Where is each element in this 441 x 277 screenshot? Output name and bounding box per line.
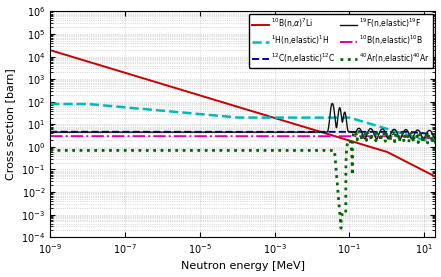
$^{1}$H(n,elastic)$^{1}$H — [364, 121, 370, 124]
Line: $^{19}$F(n,elastic)$^{19}$F: $^{19}$F(n,elastic)$^{19}$F — [50, 103, 435, 139]
$^{40}$Ar(n,elastic)$^{40}$Ar — [352, 130, 357, 133]
$^{40}$Ar(n,elastic)$^{40}$Ar — [335, 186, 340, 189]
$^{19}$F(n,elastic)$^{19}$F — [195, 130, 200, 134]
$^{10}$B(n,$\alpha$)$^{7}$Li — [298, 124, 303, 127]
$^{12}$C(n,elastic)$^{12}$C — [48, 130, 53, 134]
$^{1}$H(n,elastic)$^{1}$H — [335, 116, 340, 119]
$^{40}$Ar(n,elastic)$^{40}$Ar — [338, 227, 344, 230]
$^{40}$Ar(n,elastic)$^{40}$Ar — [279, 149, 284, 152]
$^{19}$F(n,elastic)$^{19}$F — [335, 117, 340, 120]
$^{12}$C(n,elastic)$^{12}$C — [298, 130, 303, 134]
$^{10}$B(n,elastic)$^{10}$B — [364, 135, 370, 138]
$^{19}$F(n,elastic)$^{19}$F — [48, 130, 53, 134]
$^{12}$C(n,elastic)$^{12}$C — [364, 130, 370, 134]
$^{19}$F(n,elastic)$^{19}$F — [279, 130, 284, 134]
$^{10}$B(n,elastic)$^{10}$B — [433, 137, 438, 140]
Y-axis label: Cross section [barn]: Cross section [barn] — [6, 68, 15, 180]
$^{10}$B(n,elastic)$^{10}$B — [335, 135, 340, 138]
$^{10}$B(n,$\alpha$)$^{7}$Li — [48, 48, 53, 52]
$^{19}$F(n,elastic)$^{19}$F — [364, 132, 370, 136]
$^{1}$H(n,elastic)$^{1}$H — [433, 138, 438, 142]
$^{12}$C(n,elastic)$^{12}$C — [433, 133, 438, 136]
$^{40}$Ar(n,elastic)$^{40}$Ar — [433, 149, 438, 152]
$^{10}$B(n,elastic)$^{10}$B — [117, 135, 123, 138]
Line: $^{10}$B(n,$\alpha$)$^{7}$Li: $^{10}$B(n,$\alpha$)$^{7}$Li — [50, 50, 435, 177]
$^{10}$B(n,$\alpha$)$^{7}$Li — [335, 135, 340, 138]
$^{10}$B(n,$\alpha$)$^{7}$Li — [279, 118, 284, 122]
$^{10}$B(n,$\alpha$)$^{7}$Li — [433, 175, 438, 178]
$^{1}$H(n,elastic)$^{1}$H — [195, 112, 200, 116]
$^{19}$F(n,elastic)$^{19}$F — [298, 130, 303, 134]
Legend: $^{10}$B(n,$\alpha$)$^{7}$Li, $^{1}$H(n,elastic)$^{1}$H, $^{12}$C(n,elastic)$^{1: $^{10}$B(n,$\alpha$)$^{7}$Li, $^{1}$H(n,… — [249, 14, 433, 68]
$^{40}$Ar(n,elastic)$^{40}$Ar — [117, 149, 123, 152]
$^{10}$B(n,elastic)$^{10}$B — [48, 135, 53, 138]
$^{12}$C(n,elastic)$^{12}$C — [195, 130, 200, 134]
$^{10}$B(n,elastic)$^{10}$B — [298, 135, 303, 138]
X-axis label: Neutron energy [MeV]: Neutron energy [MeV] — [181, 261, 305, 271]
$^{19}$F(n,elastic)$^{19}$F — [330, 102, 335, 105]
$^{40}$Ar(n,elastic)$^{40}$Ar — [298, 149, 303, 152]
$^{1}$H(n,elastic)$^{1}$H — [48, 102, 53, 106]
$^{40}$Ar(n,elastic)$^{40}$Ar — [364, 135, 370, 138]
$^{40}$Ar(n,elastic)$^{40}$Ar — [48, 149, 53, 152]
$^{1}$H(n,elastic)$^{1}$H — [117, 105, 123, 109]
$^{19}$F(n,elastic)$^{19}$F — [362, 137, 367, 141]
$^{10}$B(n,$\alpha$)$^{7}$Li — [195, 93, 200, 96]
Line: $^{1}$H(n,elastic)$^{1}$H: $^{1}$H(n,elastic)$^{1}$H — [50, 104, 435, 140]
$^{12}$C(n,elastic)$^{12}$C — [279, 130, 284, 134]
$^{19}$F(n,elastic)$^{19}$F — [433, 130, 438, 134]
$^{40}$Ar(n,elastic)$^{40}$Ar — [195, 149, 200, 152]
$^{19}$F(n,elastic)$^{19}$F — [117, 130, 123, 134]
Line: $^{40}$Ar(n,elastic)$^{40}$Ar: $^{40}$Ar(n,elastic)$^{40}$Ar — [50, 131, 435, 228]
$^{12}$C(n,elastic)$^{12}$C — [335, 130, 340, 134]
$^{10}$B(n,$\alpha$)$^{7}$Li — [117, 70, 123, 73]
$^{10}$B(n,elastic)$^{10}$B — [195, 135, 200, 138]
$^{1}$H(n,elastic)$^{1}$H — [279, 116, 284, 119]
Line: $^{12}$C(n,elastic)$^{12}$C: $^{12}$C(n,elastic)$^{12}$C — [50, 132, 435, 135]
$^{12}$C(n,elastic)$^{12}$C — [117, 130, 123, 134]
$^{1}$H(n,elastic)$^{1}$H — [422, 138, 427, 142]
Line: $^{10}$B(n,elastic)$^{10}$B: $^{10}$B(n,elastic)$^{10}$B — [50, 136, 435, 138]
$^{10}$B(n,$\alpha$)$^{7}$Li — [364, 144, 370, 147]
$^{1}$H(n,elastic)$^{1}$H — [298, 116, 303, 119]
$^{10}$B(n,elastic)$^{10}$B — [279, 135, 284, 138]
